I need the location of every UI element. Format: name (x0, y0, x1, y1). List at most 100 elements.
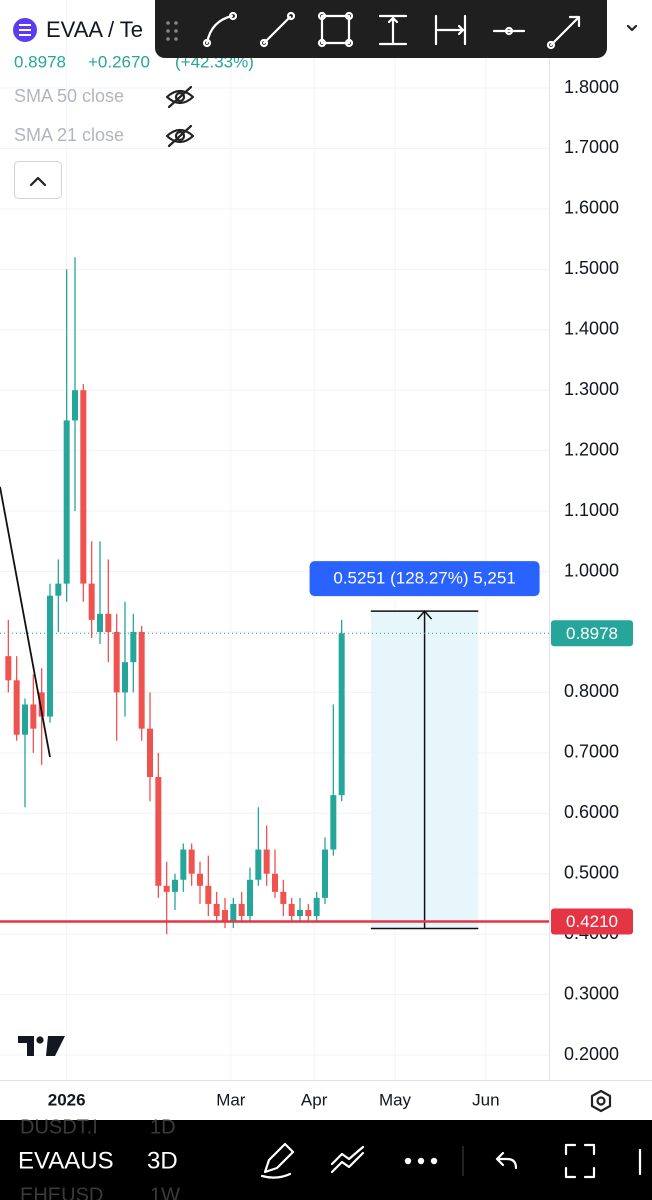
y-tick-label: 1.2000 (564, 439, 619, 459)
candle-body (22, 704, 28, 735)
candle-body (213, 903, 220, 917)
candle-body (63, 420, 70, 584)
y-tick-label: 0.6000 (564, 802, 619, 822)
candle-body (205, 885, 212, 904)
x-tick-label: Apr (301, 1090, 328, 1109)
candle-body (88, 583, 95, 620)
y-tick-label: 0.3000 (564, 983, 619, 1003)
candle-body (47, 595, 53, 717)
indicator-label[interactable]: SMA 50 close (14, 86, 124, 106)
x-tick-label: Mar (216, 1090, 246, 1109)
next-symbol: EHEUSD (20, 1184, 103, 1200)
support-price-tag (551, 908, 633, 935)
fullscreen-button[interactable] (564, 1143, 596, 1179)
candle-body (238, 903, 245, 917)
candle-body (322, 849, 328, 898)
collapse-button[interactable] (14, 161, 62, 199)
logo-glyph (19, 24, 31, 36)
axes: 0.20000.30000.40000.50000.60000.70000.80… (48, 77, 633, 1109)
candle-body (255, 849, 262, 880)
candle-body (113, 631, 120, 693)
candle-body (5, 656, 12, 681)
y-tick-label: 0.7000 (564, 742, 619, 762)
measure-arrow-head (417, 609, 433, 620)
tradingview-logo (18, 1036, 65, 1056)
last-price: 0.8978 (14, 52, 66, 71)
x-tick-label: 2026 (48, 1090, 86, 1109)
candle-body (305, 909, 312, 917)
y-tick-label: 1.7000 (564, 137, 619, 157)
y-tick-label: 1.4000 (564, 319, 619, 339)
candle-body (147, 728, 153, 778)
y-tick-label: 1.0000 (564, 560, 619, 580)
candle-body (247, 879, 253, 917)
candle-body (180, 849, 187, 880)
y-tick-label: 0.2000 (564, 1044, 619, 1064)
candle-body (55, 583, 62, 596)
candle-body (30, 704, 37, 729)
candle-body (263, 849, 270, 874)
last-price-tag (551, 620, 633, 647)
candle-body (288, 903, 295, 917)
y-tick-label: 1.6000 (564, 198, 619, 218)
prev-symbol: DUSDT.I (20, 1116, 98, 1138)
candle-body (13, 680, 20, 735)
plot-area (0, 0, 550, 1080)
path-tool[interactable] (202, 11, 238, 48)
symbol-name[interactable]: EVAA / Te (46, 17, 143, 42)
y-tick-label: 0.5000 (564, 862, 619, 882)
y-tick-label: 1.1000 (564, 500, 619, 520)
candle-body (188, 849, 195, 874)
draw-button[interactable] (260, 1142, 295, 1179)
hidden-icon[interactable] (165, 85, 195, 109)
more-button[interactable] (404, 1157, 438, 1165)
x-tick-label: Jun (472, 1090, 499, 1109)
candle-body (80, 390, 87, 584)
candle-body (72, 390, 78, 421)
candle-body (130, 631, 137, 663)
toolbar-grip (166, 21, 178, 41)
y-tick-label: 0.8000 (564, 681, 619, 701)
y-tick-label: 1.5000 (564, 258, 619, 278)
candle-body (105, 613, 112, 632)
candle-body (155, 777, 162, 886)
candle-body (272, 873, 278, 892)
candle-body (138, 631, 145, 729)
price-change: +0.2670 (88, 52, 150, 71)
prev-interval: 1D (150, 1116, 176, 1138)
candle-body (97, 613, 103, 632)
bottom-bar (0, 1120, 652, 1200)
horizontal-ray-tool[interactable] (492, 26, 526, 36)
date-range-tool[interactable] (434, 14, 467, 46)
bottom-symbol[interactable]: EVAAUS (18, 1147, 114, 1174)
candle-body (197, 873, 203, 886)
arrow-tool[interactable] (546, 15, 581, 50)
candle-body (297, 909, 303, 917)
bottom-interval[interactable]: 3D (147, 1147, 178, 1174)
y-tick-label: 1.8000 (564, 77, 619, 97)
candle-body (122, 662, 128, 693)
candle-body (230, 903, 237, 923)
candle-body (172, 879, 178, 892)
indicators-button[interactable] (330, 1145, 365, 1174)
candle-body (222, 909, 228, 923)
candle-body (330, 795, 337, 850)
hidden-icon[interactable] (165, 124, 195, 148)
candle-body (338, 633, 345, 796)
support-price-label: 0.4210 (566, 912, 618, 931)
indicator-label[interactable]: SMA 21 close (14, 125, 124, 145)
y-tick-label: 1.3000 (564, 379, 619, 399)
trend-line (0, 486, 51, 758)
candle-body (280, 891, 287, 904)
rectangle-tool[interactable] (317, 11, 354, 48)
measure-label: 0.5251 (128.27%) 5,251 (333, 569, 515, 588)
settings-button[interactable] (590, 1089, 612, 1113)
line-tool[interactable] (259, 11, 296, 48)
undo-button[interactable] (495, 1151, 518, 1170)
price-range-tool[interactable] (378, 14, 408, 46)
last-price-label: 0.8978 (566, 624, 618, 643)
next-interval: 1W (150, 1184, 180, 1200)
dropdown-icon (626, 24, 638, 32)
